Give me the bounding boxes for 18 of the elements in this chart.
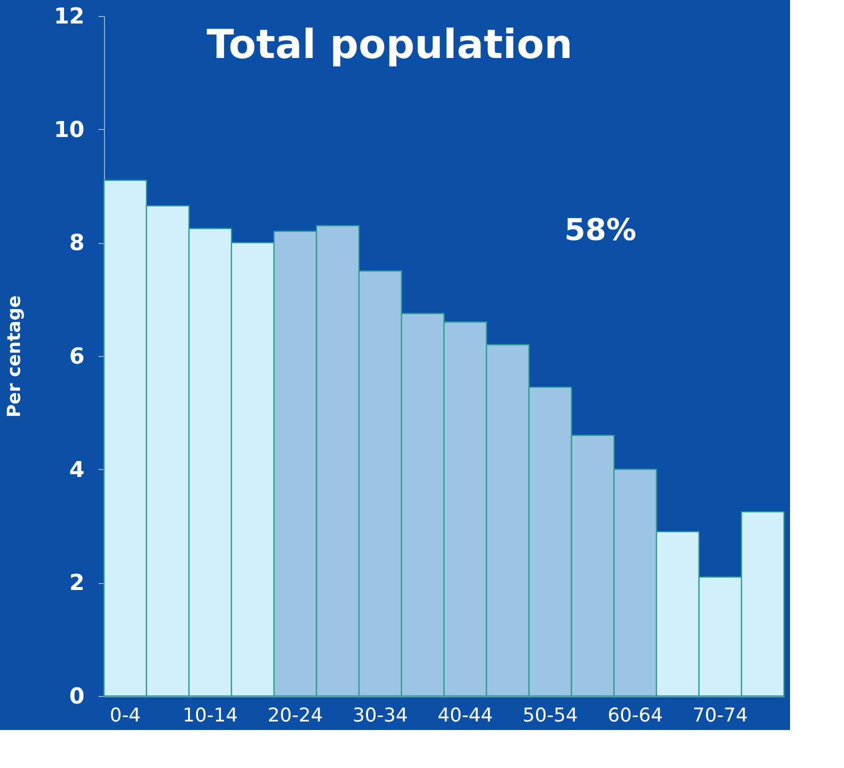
annotation: 58% xyxy=(564,213,636,248)
x-tick-label: 40-44 xyxy=(438,704,493,726)
x-tick-label: 20-24 xyxy=(268,704,323,726)
y-axis-title: Per centage xyxy=(4,295,25,418)
y-tick-label: 12 xyxy=(54,4,84,30)
x-tick-label: 0-4 xyxy=(110,704,141,726)
x-tick-label: 70-74 xyxy=(692,704,748,726)
y-tick-label: 4 xyxy=(69,458,84,483)
y-tick-label: 6 xyxy=(69,344,84,370)
y-tick-label: 0 xyxy=(69,684,84,710)
y-tick-label: 10 xyxy=(54,118,84,143)
x-tick-label: 60-64 xyxy=(608,704,663,726)
x-tick-label: 30-34 xyxy=(352,704,408,726)
x-tick-label: 50-54 xyxy=(522,704,578,726)
y-tick-label: 2 xyxy=(69,571,84,596)
y-tick-label: 8 xyxy=(69,231,84,256)
chart-title: Total population xyxy=(206,22,573,68)
x-tick-label: 10-14 xyxy=(182,704,238,726)
